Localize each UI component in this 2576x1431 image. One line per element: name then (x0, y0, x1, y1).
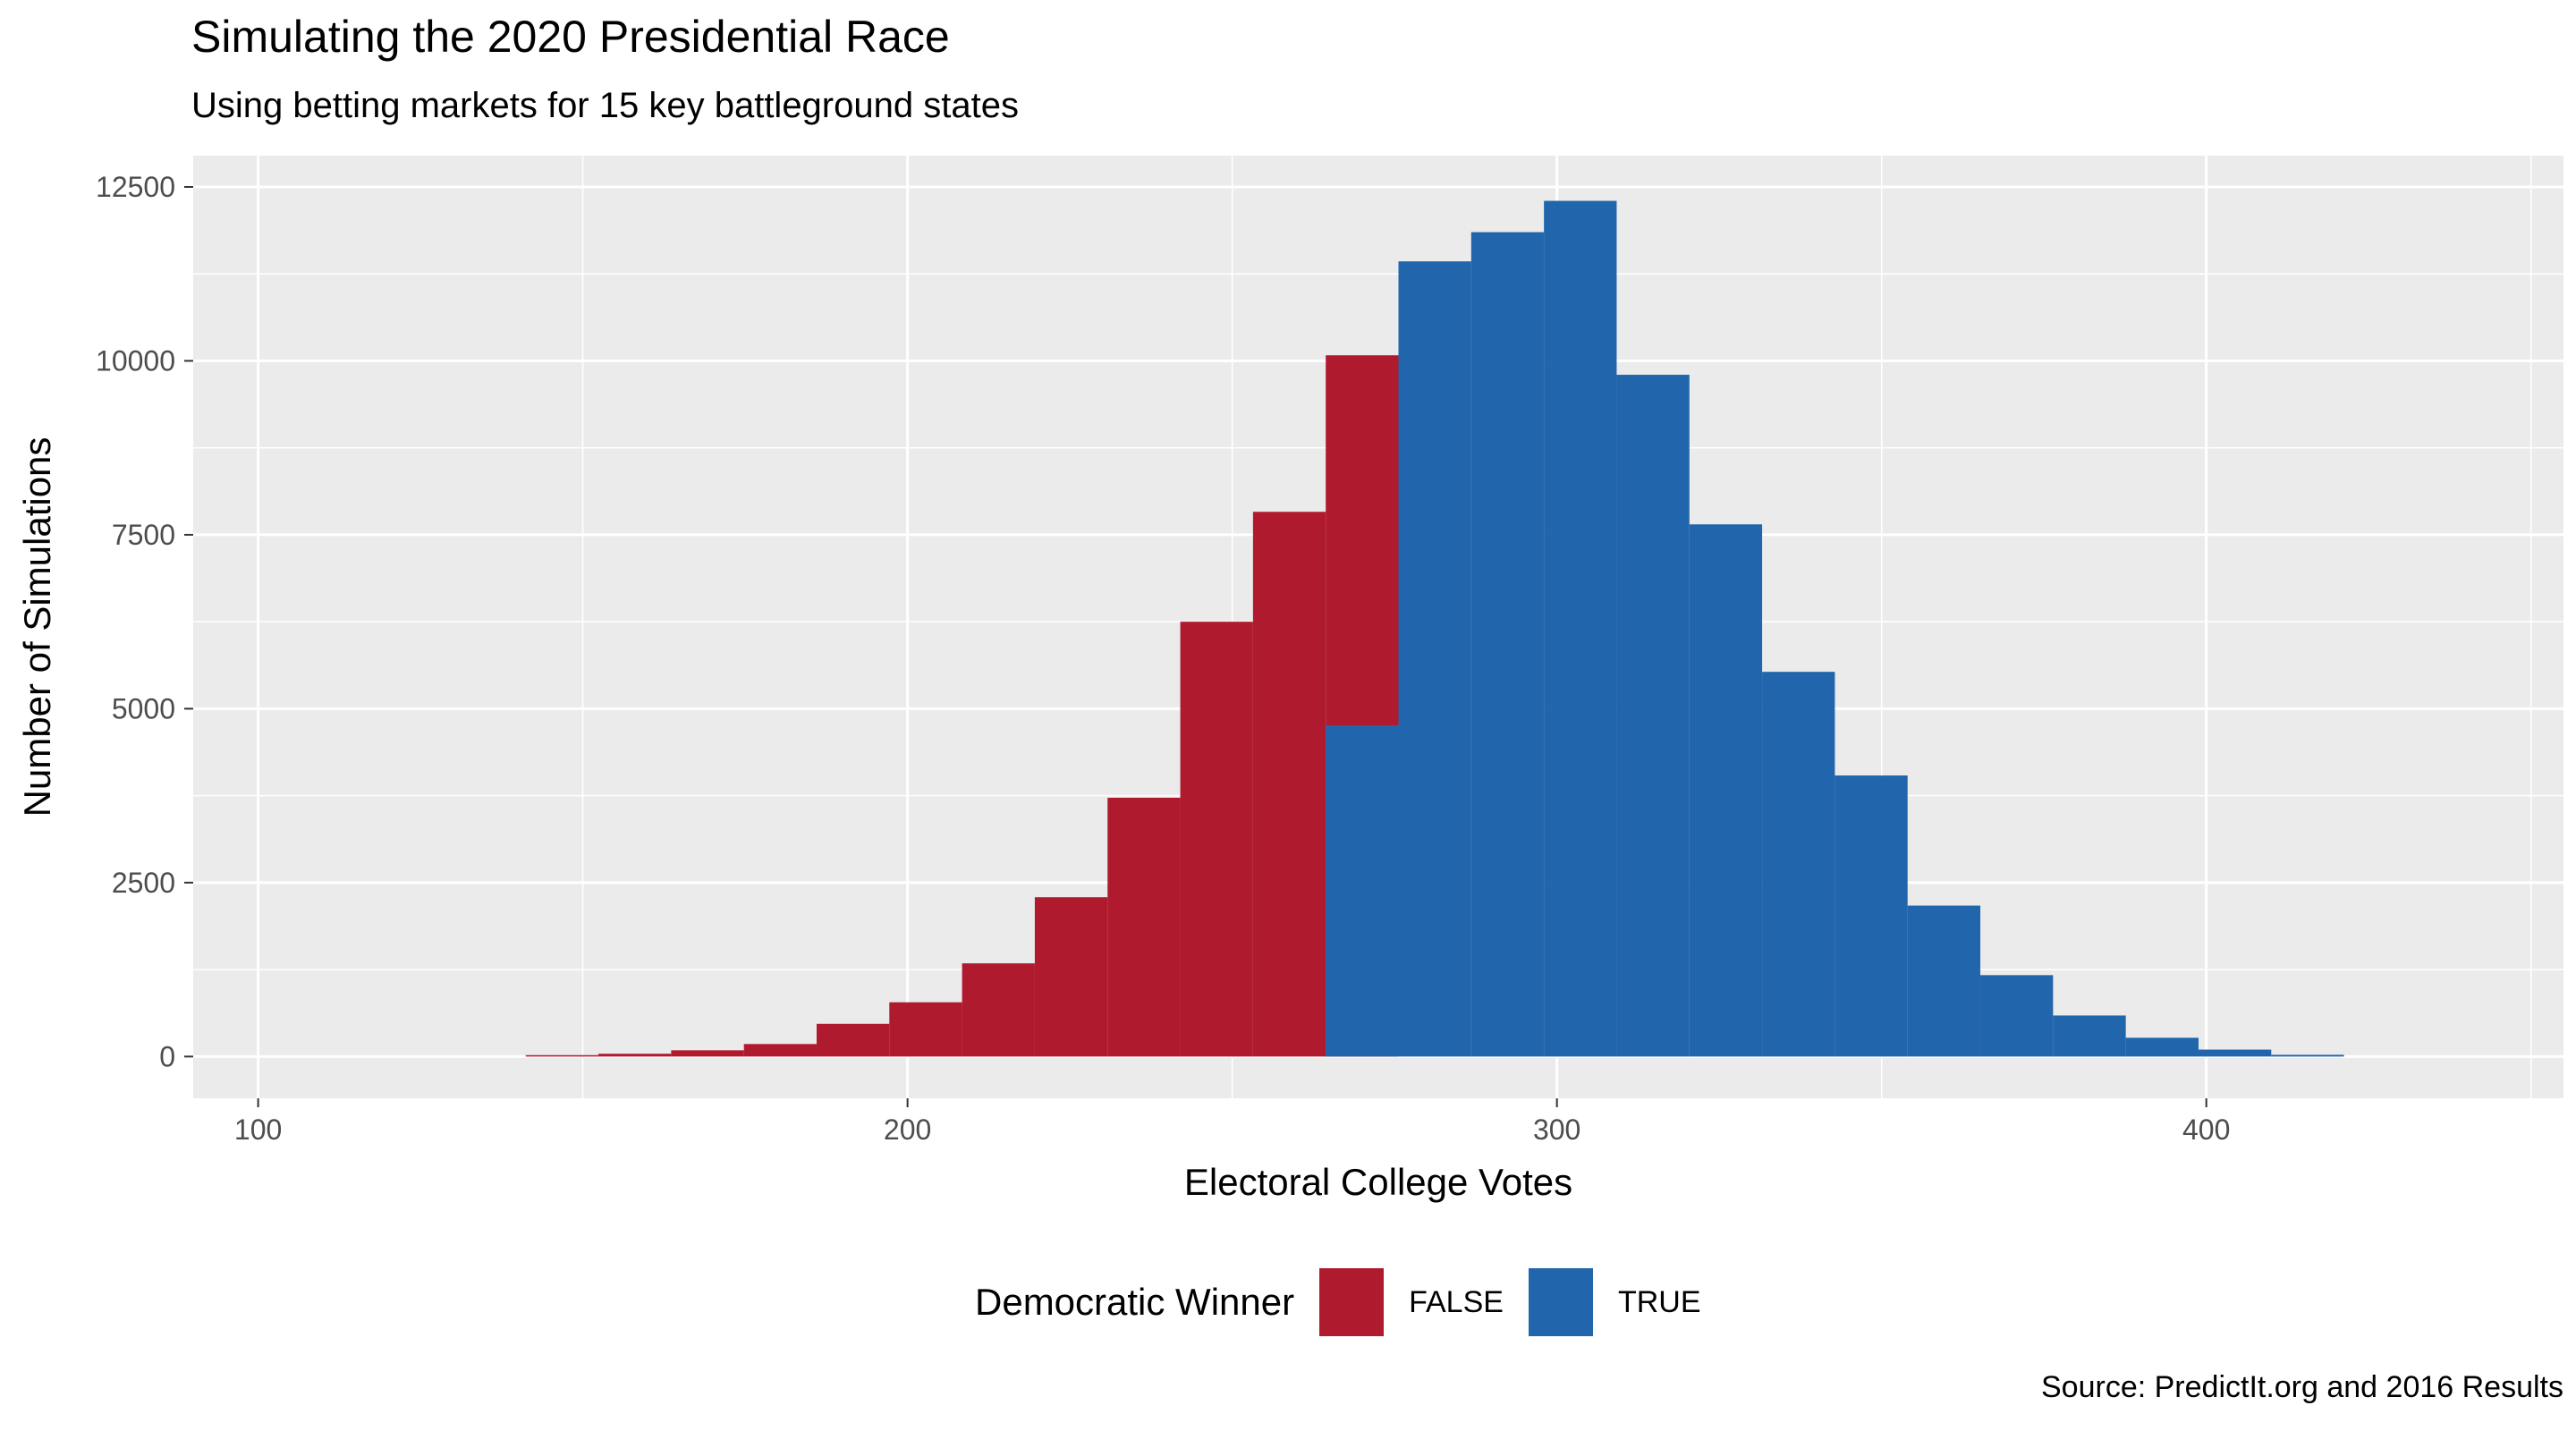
histogram-bar-false (598, 1054, 672, 1057)
x-tick-label: 100 (234, 1113, 282, 1146)
y-tick-label: 5000 (112, 692, 175, 724)
histogram-bar-true (2271, 1054, 2344, 1057)
histogram-bar-true (1762, 672, 1835, 1057)
histogram-bar-false (1107, 797, 1181, 1057)
legend-key-false (1319, 1268, 1385, 1336)
histogram-bar-false (743, 1044, 817, 1057)
x-tick-label: 200 (884, 1113, 931, 1146)
y-axis-title: Number of Simulations (16, 437, 58, 817)
legend-item-true: TRUE (1528, 1268, 1701, 1336)
histogram-bar-false (525, 1054, 599, 1057)
histogram-bar-true (1907, 905, 1981, 1057)
chart-title: Simulating the 2020 Presidential Race (191, 12, 950, 62)
histogram-bar-true (1398, 261, 1471, 1057)
y-tick-label: 12500 (96, 171, 175, 203)
legend-label-false: FALSE (1409, 1284, 1504, 1319)
histogram-bar-false (1180, 622, 1253, 1057)
legend-key-true (1528, 1268, 1593, 1336)
histogram-bar-true (1835, 775, 1908, 1057)
histogram-bar-true (1326, 725, 1399, 1057)
x-tick-label: 400 (2182, 1113, 2230, 1146)
histogram-bar-true (2198, 1049, 2272, 1057)
histogram-bar-false (1252, 512, 1326, 1057)
histogram-bar-true (1544, 200, 1617, 1057)
y-tick-label: 7500 (112, 519, 175, 551)
legend-label-true: TRUE (1617, 1284, 1701, 1319)
legend: Democratic Winner FALSE TRUE (975, 1265, 1726, 1340)
histogram-bar-true (1616, 375, 1690, 1057)
y-tick-label: 10000 (96, 344, 175, 377)
histogram-bar-false (816, 1023, 890, 1057)
histogram-bar-false (671, 1050, 744, 1057)
histogram-bar-true (1980, 975, 2054, 1057)
histogram-bar-true (1689, 524, 1763, 1057)
histogram-bar-true (2125, 1037, 2199, 1057)
chart-subtitle: Using betting markets for 15 key battleg… (191, 86, 1019, 125)
x-tick-label: 300 (1533, 1113, 1580, 1146)
y-tick-label: 0 (159, 1040, 175, 1072)
histogram-bar-true (1470, 232, 1545, 1057)
legend-item-false: FALSE (1319, 1268, 1504, 1336)
histogram-bar-true (2053, 1015, 2126, 1057)
histogram-bar-false (962, 963, 1035, 1057)
histogram-bar-false (889, 1002, 962, 1057)
source-caption: Source: PredictIt.org and 2016 Results (2041, 1370, 2563, 1404)
y-tick-label: 2500 (112, 867, 175, 899)
legend-title: Democratic Winner (975, 1281, 1295, 1323)
histogram-bar-false (1034, 897, 1108, 1057)
x-axis-title: Electoral College Votes (1184, 1161, 1572, 1203)
